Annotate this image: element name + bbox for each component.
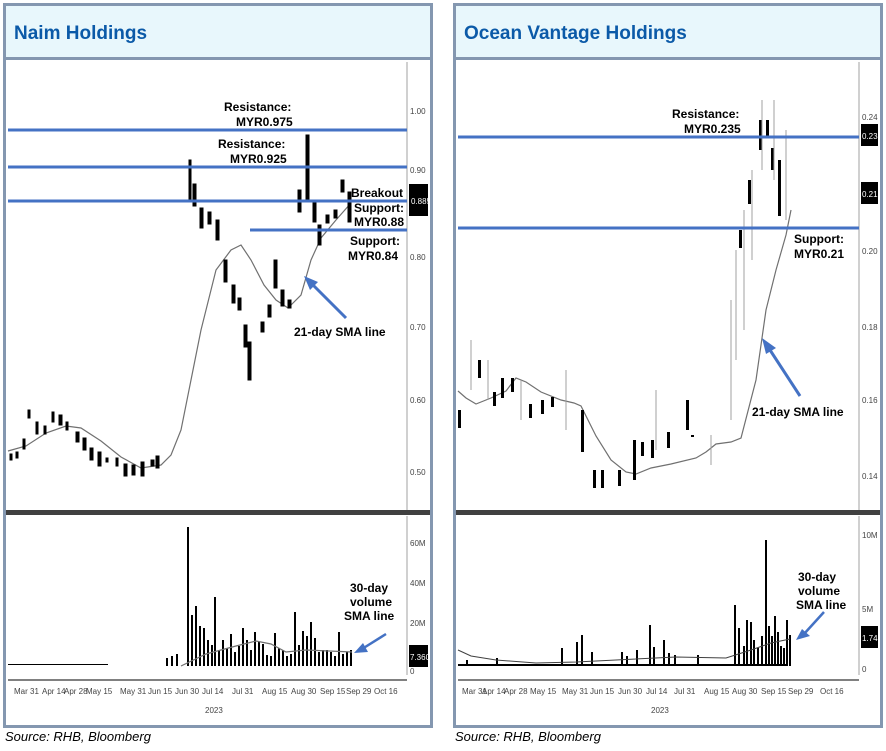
svg-text:Jul 31: Jul 31: [674, 687, 696, 696]
svg-text:60M: 60M: [410, 539, 426, 548]
volume-bars: [8, 527, 352, 666]
naim-holdings-panel: Naim Holdings 1.00 0.90 0.80 0.70 0.60 0…: [3, 3, 433, 728]
panel-header: Ocean Vantage Holdings: [456, 6, 880, 60]
svg-text:Aug 15: Aug 15: [262, 687, 288, 696]
svg-text:1.743M: 1.743M: [862, 634, 880, 643]
last-volume-label: 7.360M: [410, 653, 430, 662]
resistance-1-value: MYR0.975: [236, 115, 293, 129]
svg-text:0.20: 0.20: [862, 247, 878, 256]
svg-text:0.24: 0.24: [862, 113, 878, 122]
volume-sma-annotation: 30-day volume SMA line: [796, 570, 847, 612]
svg-text:Aug 30: Aug 30: [732, 687, 758, 696]
sma-annotation: 21-day SMA line: [752, 405, 844, 419]
svg-text:Jul 31: Jul 31: [232, 687, 254, 696]
svg-text:0.235: 0.235: [862, 132, 880, 141]
svg-text:Apr 28: Apr 28: [504, 687, 528, 696]
svg-text:5M: 5M: [862, 605, 873, 614]
svg-text:Jun 30: Jun 30: [618, 687, 643, 696]
svg-text:Jun 30: Jun 30: [175, 687, 200, 696]
svg-text:0.50: 0.50: [410, 468, 426, 477]
svg-text:Aug 30: Aug 30: [291, 687, 317, 696]
svg-text:Apr 14: Apr 14: [482, 687, 506, 696]
sma-annotation: 21-day SMA line: [294, 325, 386, 339]
svg-text:Mar 31: Mar 31: [14, 687, 39, 696]
sma-21-line: [7, 202, 352, 469]
resistance-label: Resistance:: [672, 107, 739, 121]
svg-text:Aug 15: Aug 15: [704, 687, 730, 696]
svg-text:May 31: May 31: [120, 687, 147, 696]
svg-text:2023: 2023: [651, 706, 669, 715]
svg-text:1.00: 1.00: [410, 107, 426, 116]
svg-text:40M: 40M: [410, 579, 426, 588]
svg-text:0.60: 0.60: [410, 396, 426, 405]
svg-text:Jul 14: Jul 14: [646, 687, 668, 696]
svg-text:Apr 14: Apr 14: [42, 687, 66, 696]
svg-text:Jun 15: Jun 15: [148, 687, 173, 696]
sma-21-line: [457, 209, 792, 475]
breakout-support-value: MYR0.88: [354, 215, 404, 229]
price-candles: [458, 120, 781, 488]
svg-text:SMA line: SMA line: [344, 609, 395, 623]
panel-header: Naim Holdings: [6, 6, 430, 60]
svg-text:0.219: 0.219: [862, 190, 880, 199]
svg-text:Breakout: Breakout: [351, 186, 403, 200]
svg-text:Jul 14: Jul 14: [202, 687, 224, 696]
naim-chart: 1.00 0.90 0.80 0.70 0.60 0.50 0.885: [6, 62, 430, 715]
svg-text:0.14: 0.14: [862, 472, 878, 481]
ocean-vantage-panel: Ocean Vantage Holdings 0.24 0.20 0.18 0.…: [453, 3, 883, 728]
svg-text:Sep 15: Sep 15: [320, 687, 346, 696]
svg-text:0.16: 0.16: [862, 396, 878, 405]
panel-title: Naim Holdings: [14, 23, 148, 44]
svg-text:Sep 15: Sep 15: [761, 687, 787, 696]
resistance-2-label: Resistance:: [218, 137, 285, 151]
x-axis: Mar 31 Apr 14 Apr 28 May 15 May 31 Jun 1…: [14, 687, 398, 715]
resistance-2-value: MYR0.925: [230, 152, 287, 166]
price-candles-hollow: [470, 100, 787, 465]
svg-text:Mar 31: Mar 31: [462, 687, 487, 696]
svg-text:0.90: 0.90: [410, 166, 426, 175]
svg-text:SMA line: SMA line: [796, 598, 847, 612]
support-label: Support:: [794, 232, 844, 246]
svg-text:10M: 10M: [862, 531, 878, 540]
svg-text:0: 0: [410, 667, 415, 676]
price-axis: 0.24 0.20 0.18 0.16 0.14: [862, 113, 878, 481]
svg-text:2023: 2023: [205, 706, 223, 715]
ocean-vantage-chart: 0.24 0.20 0.18 0.16 0.14 0.235 0.219: [456, 62, 880, 715]
svg-text:Support:: Support:: [354, 201, 404, 215]
source-note: Source: RHB, Bloomberg: [5, 729, 151, 744]
svg-text:May 31: May 31: [562, 687, 589, 696]
volume-bars: [458, 540, 791, 666]
svg-text:volume: volume: [350, 595, 392, 609]
last-price-label: 0.885: [411, 197, 430, 206]
support-value: MYR0.84: [348, 249, 398, 263]
svg-text:Apr 28: Apr 28: [64, 687, 88, 696]
support-value: MYR0.21: [794, 247, 844, 261]
svg-text:0.70: 0.70: [410, 323, 426, 332]
level-lines: [8, 128, 407, 232]
svg-text:Sep 29: Sep 29: [788, 687, 814, 696]
svg-text:Jun 15: Jun 15: [590, 687, 615, 696]
svg-text:Sep 29: Sep 29: [346, 687, 372, 696]
svg-text:Oct 16: Oct 16: [374, 687, 398, 696]
price-candles: [9, 134, 352, 477]
svg-text:volume: volume: [798, 584, 840, 598]
svg-text:May 15: May 15: [86, 687, 113, 696]
x-axis: Mar 31 Apr 14 Apr 28 May 15 May 31 Jun 1…: [462, 687, 844, 715]
svg-text:May 15: May 15: [530, 687, 557, 696]
svg-text:0.18: 0.18: [862, 323, 878, 332]
source-note: Source: RHB, Bloomberg: [455, 729, 601, 744]
svg-text:30-day: 30-day: [798, 570, 836, 584]
volume-sma-annotation: 30-day volume SMA line: [344, 581, 395, 623]
svg-text:30-day: 30-day: [350, 581, 388, 595]
resistance-1-label: Resistance:: [224, 100, 291, 114]
svg-text:20M: 20M: [410, 619, 426, 628]
price-axis: 1.00 0.90 0.80 0.70 0.60 0.50: [410, 107, 426, 477]
panel-title: Ocean Vantage Holdings: [464, 23, 687, 44]
support-label: Support:: [350, 234, 400, 248]
svg-text:Oct 16: Oct 16: [820, 687, 844, 696]
svg-text:0.80: 0.80: [410, 253, 426, 262]
resistance-value: MYR0.235: [684, 122, 741, 136]
svg-text:0: 0: [862, 665, 867, 674]
level-lines: [458, 135, 859, 230]
